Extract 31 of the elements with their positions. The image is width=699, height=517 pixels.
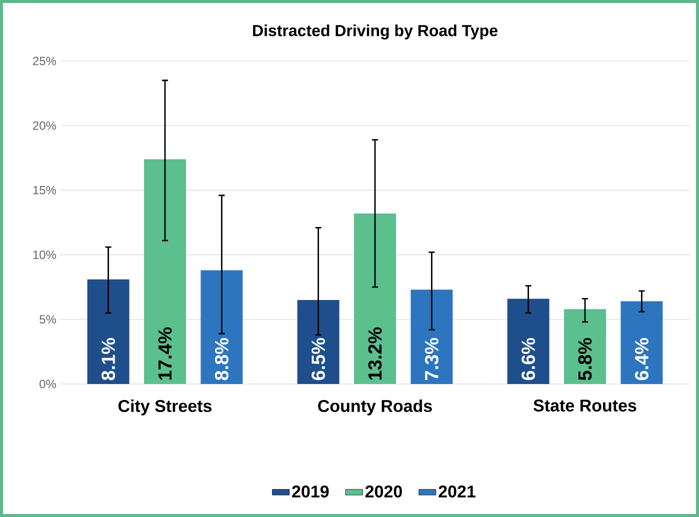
y-tick-label: 0%	[40, 380, 56, 388]
data-label: 7.3%	[424, 338, 438, 380]
legend-label: 2020	[365, 486, 402, 498]
y-tick-label: 5%	[40, 315, 56, 324]
bar	[87, 279, 130, 384]
bar	[507, 298, 550, 384]
y-tick-label: 10%	[33, 250, 56, 260]
bar	[564, 309, 606, 384]
chart-title: Distracted Driving by Road Type	[253, 24, 498, 40]
x-tick-label: City Streets	[118, 400, 212, 416]
y-tick-label: 25%	[33, 56, 56, 66]
x-tick-label: County Roads	[318, 400, 432, 416]
data-label: 17.4%	[158, 327, 172, 380]
bar	[354, 213, 396, 384]
data-label: 8.8%	[214, 338, 228, 380]
y-tick-label: 20%	[33, 121, 56, 130]
data-label: 8.1%	[102, 338, 116, 380]
bar	[620, 301, 663, 384]
data-label: 6.6%	[522, 338, 536, 380]
bar	[410, 290, 453, 384]
bar	[297, 300, 340, 384]
data-label: 5.8%	[578, 338, 592, 380]
bar	[200, 270, 243, 384]
legend-label: 2019	[292, 486, 329, 498]
x-tick-label: State Routes	[534, 400, 636, 412]
data-label: 6.4%	[634, 338, 648, 380]
legend-label: 2021	[438, 486, 476, 498]
data-label: 6.5%	[312, 338, 326, 380]
bar	[144, 159, 186, 384]
y-tick-label: 15%	[33, 186, 56, 194]
data-label: 13.2%	[368, 327, 382, 380]
